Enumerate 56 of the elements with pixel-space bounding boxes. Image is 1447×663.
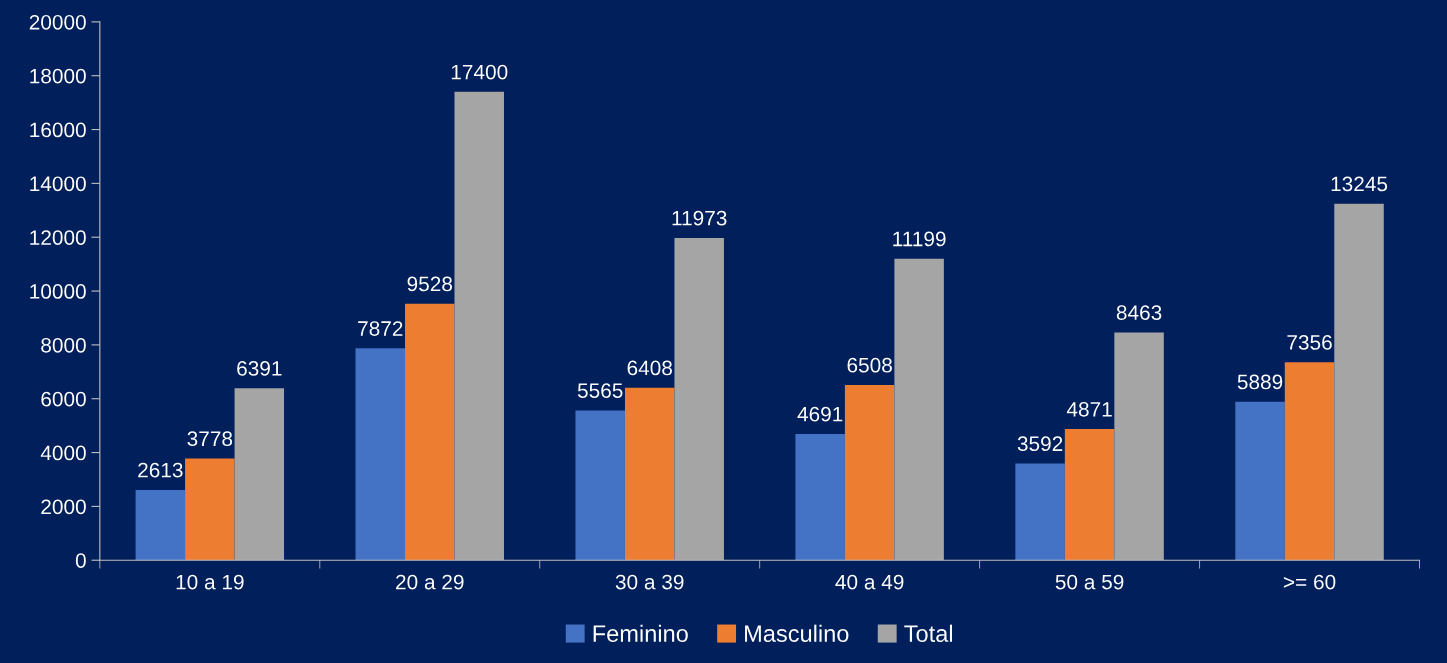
- data-label: 7356: [1287, 335, 1332, 350]
- bar: [1114, 332, 1164, 561]
- data-label: 13245: [1331, 176, 1388, 192]
- y-tick-label: 16000: [30, 122, 86, 138]
- bar: [1235, 401, 1285, 561]
- bar: [454, 91, 504, 561]
- bar: [894, 258, 944, 561]
- y-tick-label: 8000: [41, 337, 86, 353]
- bar: [355, 348, 406, 561]
- data-label: 4871: [1066, 401, 1112, 417]
- legend-label: Masculino: [745, 624, 849, 642]
- x-tick-label: 20 a 29: [396, 574, 464, 590]
- y-tick-label: 10000: [30, 284, 86, 299]
- data-label: 6408: [627, 360, 672, 376]
- data-label: 8463: [1116, 305, 1162, 320]
- y-tick-label: 6000: [41, 391, 86, 407]
- data-label: 11199: [893, 231, 946, 247]
- legend-label: Total: [904, 624, 953, 642]
- data-label: 11973: [672, 210, 727, 226]
- bar: [405, 303, 455, 561]
- bar: [1284, 362, 1335, 561]
- x-tick-label: 10 a 19: [176, 574, 244, 590]
- data-label: 2613: [138, 462, 183, 478]
- data-label: 5889: [1237, 374, 1283, 390]
- bar: [795, 433, 845, 561]
- bar: [1064, 429, 1115, 561]
- bar: [1015, 463, 1065, 561]
- y-tick-label: 2000: [41, 499, 86, 515]
- bar: [234, 388, 285, 561]
- data-label: 6391: [237, 361, 282, 376]
- x-tick-label: 50 a 59: [1055, 574, 1124, 590]
- y-tick-label: 4000: [40, 445, 86, 461]
- data-label: 9528: [407, 276, 453, 292]
- y-tick-label: 12000: [30, 230, 86, 245]
- data-label: 6508: [847, 357, 892, 373]
- bar: [624, 387, 675, 561]
- data-label: 17400: [451, 64, 508, 80]
- data-label: 4691: [797, 406, 843, 422]
- y-tick-label: 20000: [29, 14, 86, 30]
- x-tick-label: 30 a 39: [615, 574, 684, 590]
- bar: [135, 489, 186, 561]
- bar: [575, 410, 625, 561]
- x-tick-label: 40 a 49: [835, 574, 904, 590]
- bar: [185, 458, 235, 561]
- bar: [1334, 203, 1384, 561]
- data-label: 7872: [358, 321, 403, 336]
- data-label: 3778: [187, 431, 233, 447]
- bar: [674, 237, 724, 561]
- bar: [844, 385, 895, 561]
- legend-label: Feminino: [593, 624, 688, 642]
- data-label: 3592: [1017, 436, 1063, 452]
- x-tick-label: >= 60: [1283, 574, 1336, 590]
- y-tick-label: 14000: [30, 176, 86, 192]
- data-label: 5565: [577, 383, 623, 398]
- y-tick-label: 18000: [30, 68, 86, 84]
- y-tick-label: 0: [75, 553, 86, 568]
